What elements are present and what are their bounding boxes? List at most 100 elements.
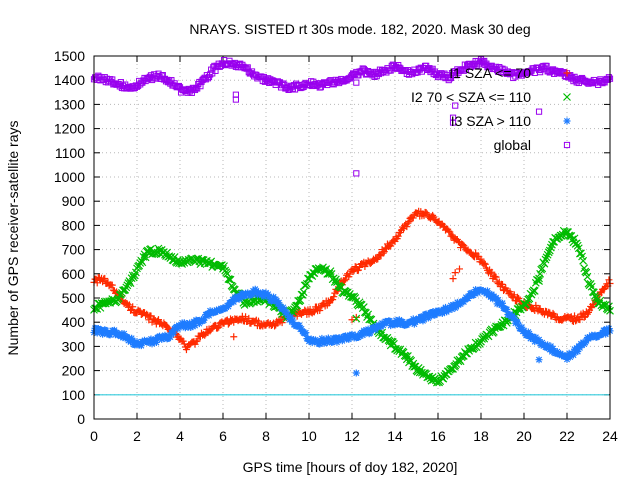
data-point (567, 313, 575, 321)
data-point (226, 275, 235, 284)
data-point (374, 255, 382, 263)
data-point (367, 315, 376, 324)
data-point-outlier (353, 170, 360, 177)
data-point (429, 211, 437, 219)
data-point-outlier (232, 91, 240, 98)
legend-label: I2 70 < SZA <= 110 (411, 89, 531, 105)
data-point (514, 318, 522, 326)
data-point (535, 274, 543, 283)
x-tick-label: 14 (387, 428, 403, 444)
data-point (329, 338, 337, 346)
data-point (367, 327, 375, 335)
data-point (211, 308, 219, 316)
data-point (308, 339, 316, 347)
data-point (481, 260, 489, 268)
data-point (133, 338, 141, 346)
data-point (201, 314, 209, 322)
data-point (170, 329, 178, 337)
data-point (405, 218, 413, 226)
data-point (129, 303, 137, 311)
data-point (548, 348, 556, 356)
data-point (330, 293, 338, 301)
data-point (499, 299, 506, 307)
data-point (574, 348, 582, 356)
data-point (215, 323, 223, 331)
data-point (474, 289, 482, 297)
data-point (453, 298, 461, 306)
data-point (242, 313, 250, 321)
data-point (298, 290, 307, 299)
data-point (535, 336, 543, 344)
data-point (181, 324, 189, 332)
data-point (139, 252, 148, 261)
data-point (510, 314, 518, 322)
data-point (129, 337, 137, 345)
legend-label: I3 SZA > 110 (451, 113, 532, 129)
data-point (349, 268, 357, 276)
data-point (605, 325, 613, 333)
data-point (340, 277, 348, 285)
data-point-outlier (352, 313, 360, 321)
data-point (245, 314, 253, 322)
data-point-outlier (452, 102, 459, 109)
data-point (530, 287, 539, 295)
data-point (394, 232, 402, 240)
data-point (299, 288, 308, 297)
data-point (531, 338, 539, 346)
x-tick-label: 0 (90, 428, 98, 444)
data-point (571, 312, 579, 320)
data-point (224, 302, 232, 310)
data-point (549, 309, 557, 317)
data-point-outlier (352, 369, 360, 377)
data-point (425, 313, 433, 321)
data-point (518, 323, 526, 331)
y-tick-label: 700 (62, 242, 86, 258)
y-tick-label: 1000 (54, 169, 85, 185)
legend-marker (563, 117, 571, 125)
data-point (605, 302, 613, 311)
data-point (541, 255, 550, 264)
data-point (329, 296, 337, 304)
x-axis-ticks: 0 2 4 6 8 10 12 14 16 18 20 22 24 (90, 56, 618, 444)
data-point (99, 330, 107, 338)
data-point (515, 321, 523, 329)
data-point (445, 227, 453, 235)
data-point (128, 334, 136, 342)
data-point (162, 322, 170, 330)
data-point (345, 335, 353, 343)
data-point (143, 310, 151, 318)
data-point (192, 338, 200, 346)
y-tick-label: 1500 (54, 48, 85, 64)
data-point-outlier (449, 275, 457, 283)
data-point (503, 305, 511, 313)
data-point (280, 305, 288, 313)
data-point (387, 242, 395, 250)
y-tick-label: 100 (62, 387, 86, 403)
data-point (523, 297, 532, 306)
data-point (191, 322, 199, 330)
data-point (356, 263, 364, 271)
data-point (214, 324, 222, 332)
data-point (337, 334, 345, 342)
data-point (123, 333, 131, 341)
data-point (403, 351, 412, 360)
data-point (265, 293, 273, 301)
data-point (563, 355, 571, 363)
data-point (566, 232, 575, 240)
data-point (448, 305, 456, 313)
data-point (364, 325, 372, 333)
data-point (587, 334, 595, 342)
data-point (333, 338, 341, 346)
data-point (494, 296, 502, 304)
data-point-outlier (352, 314, 361, 323)
data-point (573, 241, 582, 250)
data-point (316, 306, 324, 314)
data-point (376, 250, 384, 258)
data-point (145, 339, 153, 347)
data-point (193, 337, 201, 345)
data-point (522, 300, 531, 309)
x-tick-label: 2 (133, 428, 141, 444)
data-point (295, 321, 303, 329)
data-point (129, 273, 138, 282)
